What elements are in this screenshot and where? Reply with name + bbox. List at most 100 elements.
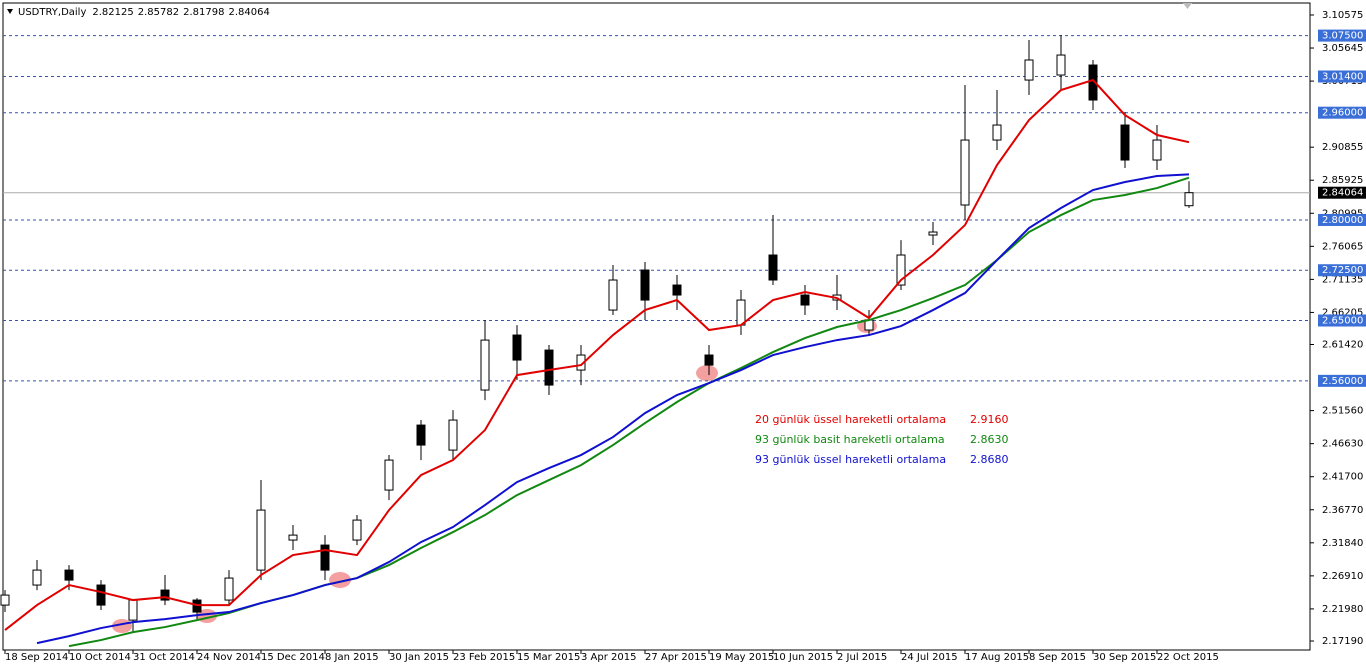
y-tick-label: 2.36770 (1322, 505, 1363, 516)
x-tick-label: 19 May 2015 (709, 652, 774, 663)
x-tick-label: 30 Jan 2015 (389, 652, 449, 663)
y-tick-label: 2.26910 (1322, 571, 1363, 582)
x-tick-label: 18 Sep 2014 (5, 652, 68, 663)
candle-body (672, 284, 682, 296)
x-tick-label: 10 Oct 2014 (69, 652, 131, 663)
symbol-title: USDTRY,Daily (18, 7, 86, 18)
candle-body (1088, 64, 1098, 101)
candle-body (64, 569, 74, 581)
legend-value: 2.8630 (970, 433, 1009, 446)
header-open: 2.82125 (92, 7, 133, 18)
candle-body (768, 254, 778, 281)
candle-body (640, 269, 650, 301)
candle-body (704, 354, 714, 366)
x-tick-label: 24 Nov 2014 (197, 652, 261, 663)
candle-body (96, 584, 106, 606)
level-label-box (1318, 106, 1366, 119)
y-tick-label: 2.21980 (1322, 604, 1363, 615)
y-tick-label: 2.46630 (1322, 439, 1363, 450)
legend-label: 93 günlük basit hareketli ortalama (755, 433, 945, 446)
y-tick-label: 2.61420 (1322, 340, 1363, 351)
candle-body (736, 299, 746, 326)
x-tick-label: 15 Mar 2015 (517, 652, 580, 663)
highlight (329, 572, 351, 588)
x-tick-label: 2 Jul 2015 (837, 652, 887, 663)
header-close: 2.84064 (228, 7, 269, 18)
candle-body (512, 334, 522, 361)
level-label-box (1318, 374, 1366, 387)
candle-body (928, 231, 938, 236)
legend-value: 2.8680 (970, 453, 1009, 466)
candle-body (1056, 54, 1066, 76)
candle-body (544, 349, 554, 386)
x-tick-label: 23 Feb 2015 (453, 652, 515, 663)
candle-body (1024, 59, 1034, 81)
y-tick-label: 2.17190 (1322, 636, 1363, 647)
candle-body (1184, 192, 1194, 207)
y-tick-label: 2.76065 (1322, 241, 1363, 252)
candle-body (288, 534, 298, 541)
candle-body (800, 294, 810, 306)
candle-body (0, 594, 10, 606)
y-tick-label: 2.31840 (1322, 538, 1363, 549)
level-label: 2.65000 (1322, 316, 1363, 327)
price-label: 2.84064 (1322, 188, 1363, 199)
candle-body (1120, 124, 1130, 161)
candle-body (416, 424, 426, 446)
candle-body (320, 544, 330, 571)
level-label: 2.56000 (1322, 376, 1363, 387)
candle-body (384, 459, 394, 491)
candle-body (480, 339, 490, 391)
y-tick-label: 2.90855 (1322, 142, 1363, 153)
candle-body (224, 577, 234, 601)
candle-body (1152, 139, 1162, 161)
shift-marker (1183, 3, 1192, 9)
level-label: 3.07500 (1322, 31, 1363, 42)
x-tick-label: 8 Sep 2015 (1029, 652, 1086, 663)
y-tick-label: 2.85925 (1322, 175, 1363, 186)
level-label: 2.96000 (1322, 108, 1363, 119)
x-tick-label: 24 Jul 2015 (901, 652, 958, 663)
y-tick-label: 3.05645 (1322, 43, 1363, 54)
candle-body (896, 254, 906, 286)
x-tick-label: 15 Dec 2014 (261, 652, 325, 663)
x-tick-label: 22 Oct 2015 (1157, 652, 1219, 663)
x-tick-label: 31 Oct 2014 (133, 652, 195, 663)
y-tick-label: 2.41700 (1322, 472, 1363, 483)
candle-body (352, 519, 362, 541)
candle-body (960, 139, 970, 206)
candle-body (32, 569, 42, 586)
plot-frame (2, 2, 1311, 651)
x-tick-label: 3 Apr 2015 (581, 652, 636, 663)
header-high: 2.85782 (138, 7, 179, 18)
level-label: 3.01400 (1322, 71, 1363, 82)
level-label: 2.80000 (1322, 215, 1363, 226)
chart-header: USDTRY,Daily 2.82125 2.85782 2.81798 2.84064 (18, 7, 270, 18)
level-label-box (1318, 70, 1366, 83)
moving-average (4, 78, 1190, 631)
x-tick-label: 8 Jan 2015 (325, 652, 379, 663)
x-tick-label: 30 Sep 2015 (1093, 652, 1156, 663)
y-tick-label: 3.10575 (1322, 10, 1363, 21)
legend-label: 93 günlük üssel hareketli ortalama (755, 453, 946, 466)
level-label-box (1318, 29, 1366, 42)
candle-body (992, 124, 1002, 141)
header-low: 2.81798 (183, 7, 224, 18)
level-label-box (1318, 314, 1366, 327)
highlight (696, 365, 718, 381)
y-tick-label: 2.80995 (1322, 208, 1363, 219)
candle-body (608, 279, 618, 311)
x-tick-label: 10 Jun 2015 (773, 652, 833, 663)
candle-body (448, 419, 458, 451)
y-tick-label: 2.71135 (1322, 274, 1363, 285)
legend-value: 2.9160 (970, 413, 1009, 426)
level-label-box (1318, 213, 1366, 226)
level-label: 2.72500 (1322, 265, 1363, 276)
candle-body (128, 599, 138, 621)
menu-arrow[interactable] (7, 9, 13, 14)
y-tick-label: 2.66205 (1322, 307, 1363, 318)
x-tick-label: 17 Aug 2015 (965, 652, 1029, 663)
price-label-box (1318, 186, 1366, 199)
level-label-box (1318, 264, 1366, 277)
